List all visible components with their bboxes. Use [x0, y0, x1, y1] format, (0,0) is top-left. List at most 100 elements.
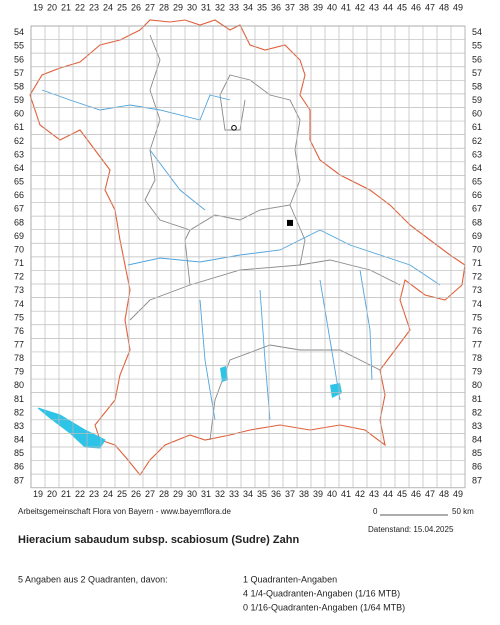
row-label: 59 — [472, 95, 482, 105]
row-label: 62 — [472, 136, 482, 146]
row-label: 74 — [472, 299, 482, 309]
column-label: 41 — [341, 2, 351, 12]
detail: 0 1/16-Quadranten-Angaben (1/64 MTB) — [243, 602, 405, 612]
row-label: 70 — [472, 244, 482, 254]
column-label: 49 — [453, 2, 463, 12]
row-label: 73 — [14, 285, 24, 295]
column-label: 46 — [411, 489, 421, 499]
column-label: 27 — [145, 489, 155, 499]
district-border — [144, 34, 301, 231]
row-label: 78 — [14, 353, 24, 363]
column-label: 33 — [229, 2, 239, 12]
district-border — [129, 204, 401, 441]
column-label: 28 — [159, 2, 169, 12]
row-label: 77 — [14, 340, 24, 350]
row-label: 54 — [14, 27, 24, 37]
column-label: 49 — [453, 489, 463, 499]
row-label: 60 — [472, 109, 482, 119]
row-label: 80 — [14, 380, 24, 390]
row-label: 75 — [14, 312, 24, 322]
row-label: 65 — [472, 177, 482, 187]
row-label: 63 — [472, 149, 482, 159]
column-label: 24 — [103, 489, 113, 499]
column-label: 25 — [117, 489, 127, 499]
row-label: 72 — [472, 272, 482, 282]
row-label: 58 — [472, 81, 482, 91]
records — [231, 125, 293, 226]
row-label: 56 — [14, 54, 24, 64]
row-label: 81 — [14, 394, 24, 404]
row-label: 77 — [472, 340, 482, 350]
row-label: 74 — [14, 299, 24, 309]
scale-start: 0 — [373, 507, 378, 516]
row-label: 82 — [472, 407, 482, 417]
row-label: 59 — [14, 95, 24, 105]
lake — [220, 366, 342, 398]
credit: Arbeitsgemeinschaft Flora von Bayern - w… — [18, 507, 232, 516]
summary: 5 Angaben aus 2 Quadranten, davon: — [18, 574, 168, 584]
column-label: 29 — [173, 489, 183, 499]
column-label: 43 — [369, 2, 379, 12]
row-label: 86 — [14, 462, 24, 472]
row-label: 71 — [472, 258, 482, 268]
row-label: 79 — [472, 367, 482, 377]
column-label: 35 — [257, 2, 267, 12]
row-label: 61 — [472, 122, 482, 132]
column-label: 36 — [271, 489, 281, 499]
column-label: 44 — [383, 489, 393, 499]
column-label: 42 — [355, 2, 365, 12]
column-label: 19 — [33, 489, 43, 499]
column-label: 32 — [215, 2, 225, 12]
column-label: 26 — [131, 489, 141, 499]
row-label: 64 — [14, 163, 24, 173]
column-label: 36 — [271, 2, 281, 12]
column-label: 46 — [411, 2, 421, 12]
scale-end: 50 km — [452, 507, 474, 516]
column-label: 47 — [425, 2, 435, 12]
row-label: 83 — [14, 421, 24, 431]
row-label: 72 — [14, 272, 24, 282]
record-marker — [231, 125, 237, 131]
column-label: 40 — [327, 2, 337, 12]
column-label: 25 — [117, 2, 127, 12]
row-label: 57 — [472, 68, 482, 78]
column-label: 35 — [257, 489, 267, 499]
column-label: 39 — [313, 2, 323, 12]
column-label: 37 — [285, 489, 295, 499]
row-label: 69 — [14, 231, 24, 241]
column-label: 38 — [299, 2, 309, 12]
row-label: 55 — [472, 41, 482, 51]
grid — [30, 25, 466, 489]
column-label: 20 — [47, 489, 57, 499]
column-label: 31 — [201, 489, 211, 499]
row-label: 67 — [14, 204, 24, 214]
grid-labels: 19 19 20 20 21 21 22 22 23 23 24 24 25 25 26 26 27 27 28 28… — [14, 2, 482, 499]
column-label: 34 — [243, 2, 253, 12]
column-label: 45 — [397, 489, 407, 499]
map-shapes — [29, 19, 466, 476]
column-label: 24 — [103, 2, 113, 12]
row-label: 66 — [472, 190, 482, 200]
row-label: 60 — [14, 109, 24, 119]
row-label: 84 — [472, 435, 482, 445]
row-label: 68 — [472, 217, 482, 227]
state-border — [29, 19, 466, 476]
column-label: 27 — [145, 2, 155, 12]
row-label: 85 — [14, 448, 24, 458]
column-label: 33 — [229, 489, 239, 499]
row-label: 80 — [472, 380, 482, 390]
row-label: 56 — [472, 54, 482, 64]
column-label: 45 — [397, 2, 407, 12]
detail: 1 Quadranten-Angaben — [243, 574, 337, 584]
row-label: 62 — [14, 136, 24, 146]
row-label: 81 — [472, 394, 482, 404]
row-label: 54 — [472, 27, 482, 37]
column-label: 42 — [355, 489, 365, 499]
column-label: 34 — [243, 489, 253, 499]
row-label: 75 — [472, 312, 482, 322]
column-label: 31 — [201, 2, 211, 12]
column-label: 48 — [439, 489, 449, 499]
column-label: 32 — [215, 489, 225, 499]
column-label: 28 — [159, 489, 169, 499]
